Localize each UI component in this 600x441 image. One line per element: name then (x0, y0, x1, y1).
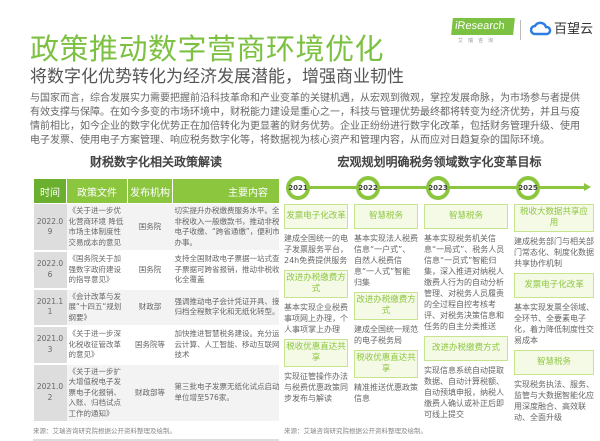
page-title: 政策推动数字营商环境优化 (30, 32, 385, 66)
goal-description: 建成全国统一规范的电子税务局 (354, 325, 418, 345)
col-header-date: 时间 (33, 178, 67, 204)
goal-tag: 智慧税务 (424, 204, 508, 229)
doc-cell: 《会计改革与发展“十四五“规划纲要》 (66, 288, 128, 327)
policy-table-wrap: 时间 政策文件 发布机构 主要内容 2022.09 《关于进一步优化营商环境 降低… (33, 178, 279, 423)
intro-paragraph: 与国家而言，综合发展实力需要把握前沿科技革命和产业变革的关键机遇，从宏观到微观，… (30, 93, 580, 146)
date-cell: 2021.03 (33, 326, 67, 365)
goal-column: 智慧税务基本实现税务机关信息“一局式”、税务人员信息“一员式”智能归集，深入推进… (424, 204, 508, 423)
goal-tag: 智慧税务 (354, 204, 418, 229)
date-cell: 2022.09 (33, 203, 67, 252)
policy-section-title: 财税数字化相关政策解读 (89, 155, 222, 169)
col-header-doc: 政策文件 (66, 178, 128, 204)
goal-description: 精准推送优惠政策信息 (354, 383, 418, 403)
goal-tag: 税收优惠直达共享 (284, 339, 348, 367)
goal-tag: 税收优惠直达共享 (354, 350, 418, 378)
goal-description: 建成全国统一的电子发票服务平台，24h免费提供服务 (284, 234, 348, 265)
table-row: 2022.06 《国务院关于加强数字政府建设的指导意见》 国务院 支持全国财政电子票据… (33, 251, 279, 290)
baiwang-logo-text: 百望云 (554, 22, 594, 37)
timeline-node-2021: 2021 (286, 176, 310, 200)
goal-column: 智慧税务基本实现法人税费信息“一户式”、自然人税费信息“一人式”智能归集改进办税… (354, 204, 418, 423)
iresearch-logo-sub: 艾瑞咨询 (458, 38, 499, 44)
org-cell: 财政部等 (127, 363, 173, 423)
content-cell: 支持全国财政电子票据一站式查验、财政电子票据可跨省报销，推动非税收入收缴电子化全… (172, 251, 279, 290)
doc-cell: 《关于进一步优化营商环境 降低市场主体制度性交易成本的意见 (66, 203, 128, 252)
timeline-arrow-icon (584, 183, 591, 191)
baiwang-logo: 百望云 (530, 18, 593, 37)
org-cell: 财政部 (127, 288, 173, 327)
org-cell: 国务院等 (127, 326, 173, 365)
policy-table: 时间 政策文件 发布机构 主要内容 2022.09 《关于进一步优化营商环境 降低… (33, 178, 279, 423)
content-cell: 加快推进智慧税务建设。充分运用大数据、云计算、人工智能、移动互联网等现代信息技术 (172, 326, 279, 365)
goal-description: 基本实现企业税费事项网上办理，个人事项掌上办理 (284, 303, 348, 334)
table-row: 2021.03 《关于进一步深化税收征管改革的意见》 国务院等 加快推进智慧税务建设。… (33, 326, 279, 365)
content-cell: 强调推动电子会计凭证开具、接收、入账和归档全程数字化和无纸化转型。 (172, 288, 279, 327)
date-cell: 2021.02 (33, 363, 67, 423)
main-content: 与国家而言，综合发展实力需要把握前沿科技革命和产业变革的关键机遇，从宏观到微观，… (30, 92, 596, 441)
goal-description: 建成税务部门与相关部门常态化、制度化数据共享协作机制 (514, 237, 594, 268)
goal-column: 发票电子化改革建成全国统一的电子发票服务平台，24h免费提供服务 改进办税缴费方式… (284, 204, 348, 423)
page-subtitle: 将数字化优势转化为经济发展潜能，增强商业韧性 (30, 67, 404, 87)
doc-cell: 《关于进一步扩大增值税电子发票电子化报销、入账、归档试点工作的通知》 (66, 363, 128, 423)
goals-section-title: 宏观规划明确税务领域数字化变革目标 (337, 155, 542, 169)
goal-tag: 发票电子化改革 (514, 273, 594, 298)
timeline-node-2025: 2025 (516, 176, 540, 200)
timeline-node-2022: 2022 (356, 176, 380, 200)
goal-columns: 发票电子化改革 建成全国统一的电子发票服务平台，24h免费提供服务 改进办税缴费方式… (284, 204, 595, 423)
goals-panel: 宏观规划明确税务领域数字化变革目标 2021 2022 2023 2025 发票电子化… (284, 154, 595, 441)
cloud-icon (530, 21, 552, 35)
goal-tag: 改进办税缴费方式 (354, 292, 418, 320)
org-cell: 国务院 (127, 251, 173, 290)
goal-description: 基本实现法人税费信息“一户式”、自然人税费信息“一人式”智能归集 (354, 234, 418, 287)
logo-divider (520, 20, 521, 40)
goal-tag: 改进办税缴费方式 (284, 270, 348, 298)
table-row: 2021.11 《会计改革与发展“十四五“规划纲要》 财政部 强调推动电子会计凭证开具… (33, 288, 279, 327)
goal-tag: 改进办税缴费方式 (424, 336, 508, 361)
table-row: 2021.02 《关于进一步扩大增值税电子发票电子化报销、入账、归档试点工作的通知… (33, 363, 279, 423)
goal-description: 基本实现发票全领域、全环节、全要素电子化，着力降低制度性交易成本 (514, 303, 594, 345)
policy-source: 来源：艾瑞咨询研究院根据公开资料整理及绘制。 (33, 427, 176, 435)
panels: 财税数字化相关政策解读 时间 政策文件 发布机构 主要内容 2022.09 《关于… (30, 154, 596, 441)
goal-column: 税收大数据共享应用 建成税务部门与相关部门常态化、制度化数据共享协作机制发票电子化… (514, 204, 594, 423)
goal-tag: 发票电子化改革 (284, 204, 348, 229)
content-cell: 切实提升办税缴费服务水平。全面推行电子非税收入一般缴款书，推动非税收入全领域电子… (172, 203, 279, 252)
iresearch-logo: iResearch (451, 18, 515, 35)
org-cell: 国务院 (127, 203, 173, 252)
goal-tag: 税收大数据共享应用 (514, 204, 594, 232)
goals-source: 来源：艾瑞咨询研究院根据公开资料整理及绘制。 (284, 427, 427, 435)
table-row: 2022.09 《关于进一步优化营商环境 降低市场主体制度性交易成本的意见 国务院切… (33, 203, 279, 252)
doc-cell: 《关于进一步深化税收征管改革的意见》 (66, 326, 128, 365)
goal-description: 实现信息系统自动提取数据、自动计算税额、自动预填申报，纳税人缴费人确认或补正后即… (424, 366, 504, 419)
doc-cell: 《国务院关于加强数字政府建设的指导意见》 (66, 251, 128, 290)
goal-description: 实现税务执法、服务、监管与大数据智能化应用深度融合、高效联动、全面升级 (514, 380, 594, 422)
content-cell: 第三批电子发票无纸化试点启动，试点参与单位增至576家。 (172, 363, 279, 423)
goal-tag: 智慧税务 (514, 350, 594, 375)
policy-panel: 财税数字化相关政策解读 时间 政策文件 发布机构 主要内容 2022.09 《关于… (30, 154, 279, 441)
col-header-org: 发布机构 (127, 178, 173, 204)
goal-description: 实现征管操作办法与税费优惠政策同步发布与解读 (284, 372, 348, 403)
date-cell: 2022.06 (33, 251, 67, 290)
date-cell: 2021.11 (33, 288, 67, 327)
timeline-node-2023: 2023 (426, 176, 450, 200)
goal-description: 基本实现税务机关信息“一局式”、税务人员信息“一员式”智能归集，深入推进对纳税人… (424, 234, 505, 331)
timeline: 2021 2022 2023 2025 (284, 174, 595, 202)
col-header-content: 主要内容 (172, 178, 279, 204)
